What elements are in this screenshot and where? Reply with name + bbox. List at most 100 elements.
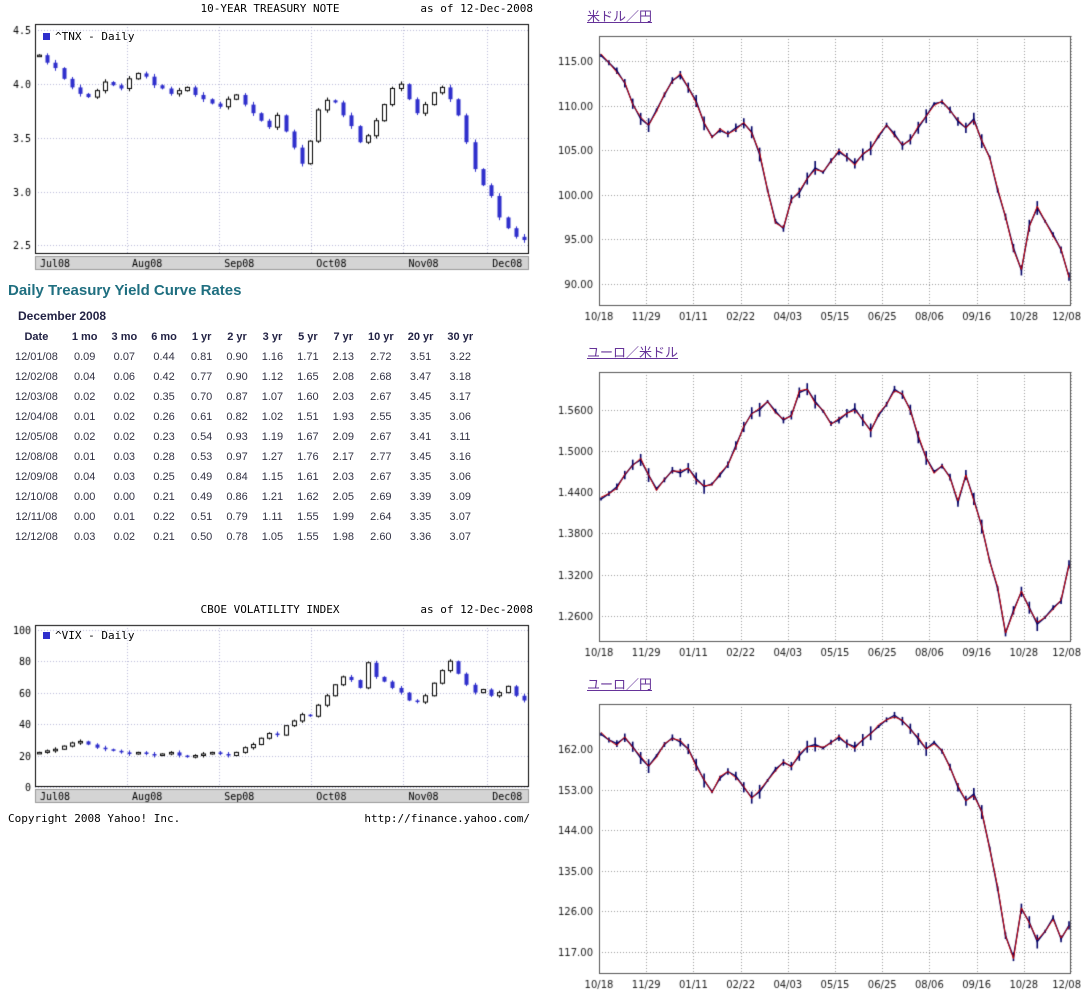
- table-cell: 12/09/08: [15, 471, 58, 483]
- treasury-note-chart-panel: 10-YEAR TREASURY NOTE as of 12-Dec-2008 …: [5, 2, 535, 276]
- table-cell: 1.65: [297, 371, 319, 383]
- table-cell: 3.09: [449, 491, 471, 503]
- table-cell: 2.13: [332, 351, 354, 363]
- legend-marker-icon: [43, 632, 50, 639]
- table-cell: 0.87: [226, 391, 248, 403]
- table-cell: 3.39: [409, 491, 432, 503]
- table-cell: 0.44: [153, 351, 175, 363]
- section-heading: Daily Treasury Yield Curve Rates: [8, 282, 242, 299]
- table-cell: 2.60: [370, 531, 392, 543]
- table-cell: 12/08/08: [15, 451, 58, 463]
- table-row: 12/05/08 0.02 0.02 0.23 0.54 0.93 1.19 1.67 2.09…: [8, 427, 480, 447]
- eurjpy-chart-panel: ユーロ／円: [545, 674, 1081, 1003]
- table-cell: 0.03: [113, 471, 136, 483]
- table-cell: 2.67: [370, 431, 392, 443]
- source-url: http://finance.yahoo.com/: [364, 812, 530, 825]
- table-cell: 0.04: [73, 471, 96, 483]
- table-cell: 12/10/08: [15, 491, 58, 503]
- table-cell: 0.28: [153, 451, 175, 463]
- table-cell: 2.17: [332, 451, 354, 463]
- table-cell: 3.35: [409, 511, 432, 523]
- table-cell: 0.02: [113, 431, 136, 443]
- column-header: 5 yr: [298, 331, 318, 343]
- treasury-note-chart-canvas: [5, 18, 535, 272]
- table-cell: 1.12: [261, 371, 284, 383]
- eurusd-chart-canvas: [545, 364, 1081, 664]
- table-cell: 0.49: [190, 471, 213, 483]
- table-cell: 3.06: [449, 411, 471, 423]
- table-cell: 1.76: [297, 451, 319, 463]
- table-cell: 1.61: [297, 471, 319, 483]
- table-cell: 0.02: [73, 391, 96, 403]
- eurusd-chart-title-link[interactable]: ユーロ／米ドル: [587, 345, 679, 360]
- table-cell: 3.06: [449, 471, 471, 483]
- yield-curve-table: Date 1 mo 3 mo 6 mo 1 yr 2 yr 3 yr 5 yr 7 yr 10 y…: [8, 327, 480, 547]
- table-cell: 0.79: [226, 511, 248, 523]
- table-cell: 0.09: [73, 351, 96, 363]
- table-cell: 1.99: [332, 511, 354, 523]
- table-row: 12/04/08 0.01 0.02 0.26 0.61 0.82 1.02 1.51 1.93…: [8, 407, 480, 427]
- table-cell: 0.25: [153, 471, 175, 483]
- table-cell: 1.98: [332, 531, 354, 543]
- table-cell: 1.16: [261, 351, 284, 363]
- chart-legend: ^TNX - Daily: [43, 30, 134, 43]
- table-cell: 0.02: [113, 391, 136, 403]
- table-cell: 0.01: [73, 411, 96, 423]
- column-header: 3 mo: [111, 331, 138, 343]
- table-cell: 0.26: [153, 411, 175, 423]
- eurjpy-chart-title-link[interactable]: ユーロ／円: [587, 677, 653, 692]
- table-cell: 2.09: [332, 431, 354, 443]
- legend-label: ^VIX - Daily: [55, 629, 135, 642]
- column-header: 1 yr: [191, 331, 212, 343]
- table-cell: 3.45: [409, 391, 432, 403]
- table-row: 12/08/08 0.01 0.03 0.28 0.53 0.97 1.27 1.76 2.17…: [8, 447, 480, 467]
- column-header: 3 yr: [262, 331, 283, 343]
- table-cell: 2.64: [370, 511, 392, 523]
- table-cell: 2.72: [370, 351, 392, 363]
- table-cell: 1.11: [262, 511, 283, 523]
- table-cell: 12/01/08: [15, 351, 58, 363]
- table-cell: 3.07: [449, 511, 471, 523]
- table-cell: 1.93: [332, 411, 354, 423]
- table-row: 12/11/08 0.00 0.01 0.22 0.51 0.79 1.11 1.55 1.99…: [8, 507, 480, 527]
- table-cell: 3.17: [449, 391, 471, 403]
- table-cell: 3.35: [409, 411, 432, 423]
- table-cell: 2.03: [332, 471, 354, 483]
- table-cell: 0.22: [153, 511, 175, 523]
- table-row: 12/10/08 0.00 0.00 0.21 0.49 0.86 1.21 1.62 2.05…: [8, 487, 480, 507]
- table-cell: 0.02: [113, 411, 136, 423]
- table-cell: 0.01: [113, 511, 136, 523]
- table-cell: 2.77: [370, 451, 392, 463]
- chart-header: CBOE VOLATILITY INDEX as of 12-Dec-2008: [5, 603, 535, 617]
- table-cell: 3.41: [409, 431, 432, 443]
- table-cell: 3.45: [409, 451, 432, 463]
- table-cell: 0.00: [73, 491, 96, 503]
- table-cell: 0.54: [190, 431, 213, 443]
- table-cell: 0.61: [190, 411, 213, 423]
- table-cell: 1.05: [261, 531, 284, 543]
- usdjpy-chart-title-link[interactable]: 米ドル／円: [587, 9, 653, 24]
- table-cell: 3.35: [409, 471, 432, 483]
- table-cell: 0.00: [73, 511, 96, 523]
- table-cell: 2.03: [332, 391, 354, 403]
- table-cell: 0.21: [153, 491, 175, 503]
- table-cell: 0.51: [190, 511, 213, 523]
- table-cell: 1.07: [261, 391, 284, 403]
- table-cell: 0.04: [73, 371, 96, 383]
- chart-header: 10-YEAR TREASURY NOTE as of 12-Dec-2008: [5, 2, 535, 16]
- table-cell: 0.77: [190, 371, 213, 383]
- vix-chart-panel: CBOE VOLATILITY INDEX as of 12-Dec-2008 …: [5, 603, 535, 808]
- legend-label: ^TNX - Daily: [55, 30, 135, 43]
- table-row: 12/01/08 0.09 0.07 0.44 0.81 0.90 1.16 1.71 2.13…: [8, 347, 480, 367]
- table-cell: 3.36: [409, 531, 432, 543]
- table-cell: 1.62: [297, 491, 319, 503]
- copyright-text: Copyright 2008 Yahoo! Inc.: [8, 812, 181, 825]
- table-cell: 1.60: [297, 391, 319, 403]
- table-cell: 0.02: [113, 531, 136, 543]
- table-cell: 1.02: [261, 411, 284, 423]
- column-header: 1 mo: [71, 331, 98, 343]
- legend-marker-icon: [43, 33, 50, 40]
- table-cell: 12/04/08: [15, 411, 58, 423]
- table-cell: 0.97: [226, 451, 248, 463]
